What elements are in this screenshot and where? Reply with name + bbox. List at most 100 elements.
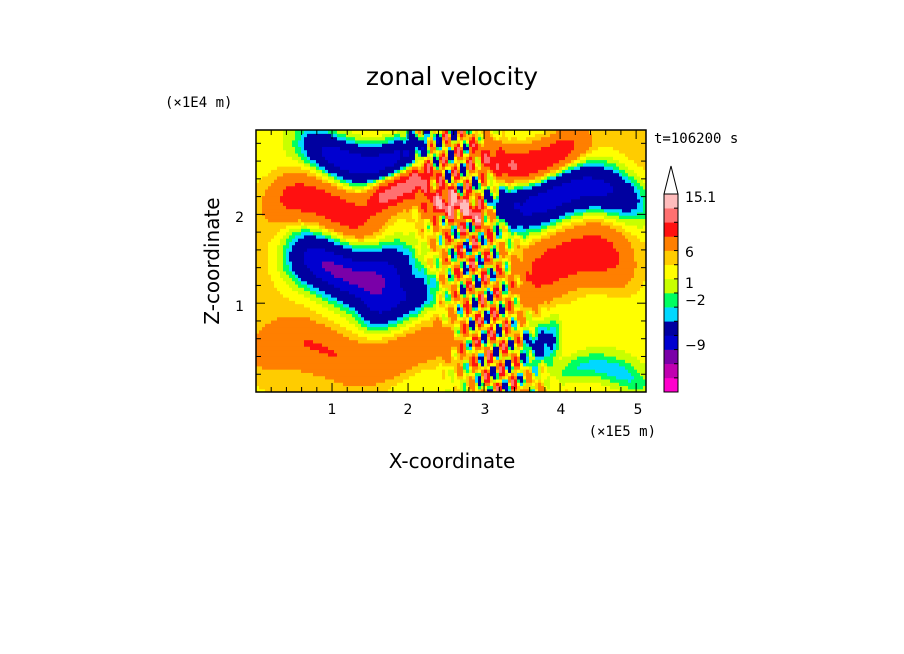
field-cell	[415, 290, 419, 295]
field-cell	[400, 146, 404, 151]
y-axis-unit: (×1E4 m)	[165, 95, 232, 111]
field-cell	[382, 267, 386, 272]
field-cell	[370, 192, 374, 197]
field-cell	[361, 303, 365, 308]
field-cell	[370, 287, 374, 292]
field-cell	[412, 241, 416, 246]
field-cell	[346, 274, 350, 278]
field-cell	[373, 130, 377, 134]
field-cell	[319, 274, 323, 278]
field-cell	[286, 323, 290, 328]
field-cell	[295, 241, 299, 246]
field-cell	[265, 270, 269, 275]
field-cell	[376, 297, 380, 301]
field-cell	[406, 329, 410, 334]
field-cell	[418, 143, 422, 147]
field-cell	[322, 277, 326, 282]
field-cell	[316, 234, 320, 239]
field-cell	[439, 185, 443, 190]
field-cell	[286, 382, 290, 387]
field-cell	[283, 355, 287, 360]
field-cell	[388, 221, 392, 226]
field-cell	[340, 238, 344, 242]
field-cell	[334, 283, 338, 288]
field-cell	[382, 188, 386, 193]
field-cell	[439, 303, 443, 308]
field-cell	[412, 211, 416, 216]
field-cell	[277, 365, 281, 370]
field-cell	[352, 251, 356, 256]
field-cell	[355, 152, 359, 157]
field-cell	[358, 385, 362, 390]
field-cell	[259, 270, 263, 275]
field-cell	[379, 297, 383, 301]
field-cell	[340, 202, 344, 206]
field-cell	[265, 385, 269, 390]
field-cell	[340, 382, 344, 387]
field-cell	[301, 310, 305, 314]
field-cell	[427, 224, 431, 229]
field-cell	[403, 211, 407, 216]
field-cell	[418, 185, 422, 190]
field-cell	[397, 188, 401, 193]
field-cell	[358, 192, 362, 197]
field-cell	[319, 208, 323, 213]
field-cell	[289, 283, 293, 288]
field-cell	[301, 277, 305, 282]
field-cell	[298, 283, 302, 288]
field-cell	[436, 362, 440, 367]
field-cell	[286, 143, 290, 147]
field-cell	[286, 270, 290, 275]
field-cell	[349, 261, 353, 265]
field-cell	[274, 208, 278, 213]
field-cell	[286, 175, 290, 180]
field-cell	[367, 198, 371, 203]
field-cell	[292, 372, 296, 377]
field-cell	[418, 326, 422, 331]
field-cell	[379, 251, 383, 256]
field-cell	[376, 339, 380, 344]
field-cell	[325, 247, 329, 252]
field-cell	[307, 346, 311, 351]
field-cell	[292, 319, 296, 324]
field-cell	[412, 146, 416, 151]
field-cell	[367, 287, 371, 292]
field-cell	[334, 143, 338, 147]
field-cell	[283, 146, 287, 151]
field-cell	[391, 175, 395, 180]
field-cell	[439, 326, 443, 331]
field-cell	[430, 228, 434, 233]
field-cell	[349, 251, 353, 256]
field-cell	[334, 280, 338, 285]
field-cell	[421, 306, 425, 311]
field-cell	[352, 310, 356, 314]
field-cell	[418, 375, 422, 380]
field-cell	[304, 352, 308, 357]
field-cell	[325, 205, 329, 210]
field-cell	[310, 133, 314, 138]
field-cell	[403, 382, 407, 387]
field-cell	[433, 365, 437, 370]
field-cell	[319, 234, 323, 239]
field-cell	[388, 182, 392, 187]
field-cell	[262, 254, 266, 259]
field-cell	[289, 136, 293, 141]
field-cell	[379, 198, 383, 203]
field-cell	[418, 247, 422, 252]
field-cell	[262, 264, 266, 269]
field-cell	[352, 179, 356, 184]
field-cell	[373, 231, 377, 236]
field-cell	[268, 362, 272, 367]
field-cell	[376, 382, 380, 387]
field-cell	[343, 195, 347, 200]
field-cell	[394, 143, 398, 147]
field-cell	[268, 355, 272, 360]
field-cell	[340, 323, 344, 328]
field-cell	[415, 192, 419, 197]
field-cell	[391, 231, 395, 236]
field-cell	[418, 182, 422, 187]
field-cell	[277, 202, 281, 206]
field-cell	[313, 247, 317, 252]
field-cell	[265, 182, 269, 187]
field-cell	[364, 195, 368, 200]
